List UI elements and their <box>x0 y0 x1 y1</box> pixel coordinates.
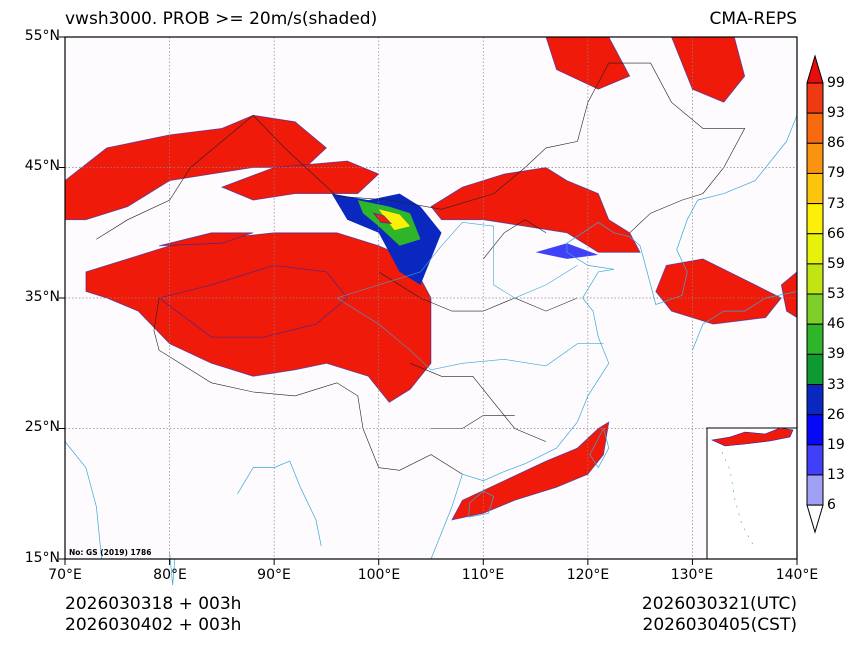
colorbar-segment <box>806 172 824 205</box>
axis-ticks <box>59 36 798 565</box>
colorbar-label: 99 <box>827 75 845 91</box>
colorbar-segment <box>806 474 824 506</box>
colorbar-segment <box>806 112 824 144</box>
lat-label: 25°N <box>24 419 60 435</box>
graticule <box>65 37 797 559</box>
coastline <box>237 460 322 547</box>
probability-area <box>331 193 442 285</box>
probability-area <box>378 209 411 231</box>
colorbar-label: 53 <box>827 286 845 303</box>
colorbar-segment <box>806 384 824 416</box>
probability-area <box>159 232 254 247</box>
lat-label: 35°N <box>24 289 60 305</box>
lon-label: 70°E <box>48 567 82 583</box>
lon-label: 110°E <box>461 567 505 583</box>
colorbar-segment <box>806 233 824 265</box>
colorbar-label: 39 <box>827 346 845 363</box>
colorbar-label: 6 <box>827 497 836 514</box>
inset-shading <box>710 427 794 549</box>
river <box>336 297 604 371</box>
lat-label: 45°N <box>24 158 60 174</box>
lon-label: 80°E <box>153 567 187 583</box>
probability-area <box>158 264 348 338</box>
colorbar-segment <box>806 444 824 476</box>
valid-time-utc: 2026030321(UTC) <box>641 594 797 614</box>
colorbar-label: 86 <box>827 135 845 152</box>
coastline <box>430 474 463 560</box>
lon-label: 90°E <box>257 567 291 583</box>
colorbar-label: 93 <box>827 105 845 122</box>
lon-label: 120°E <box>566 567 610 583</box>
coastline <box>589 428 610 469</box>
coastline <box>462 115 798 482</box>
colorbar-label: 46 <box>827 316 845 333</box>
colorbar-segment <box>806 263 824 295</box>
lat-label: 55°N <box>24 28 60 44</box>
colorbar-segment <box>806 203 824 235</box>
plot-title: vwsh3000. PROB >= 20m/s(shaded) <box>65 9 378 29</box>
lon-label: 140°E <box>775 567 819 583</box>
colorbar-segment <box>806 353 824 386</box>
coastlines-and-borders <box>64 62 798 586</box>
colorbar <box>806 54 824 534</box>
coastline <box>64 441 102 560</box>
map-approval-number: No: GS (2019) 1786 <box>69 548 152 557</box>
inset-probability-area <box>710 427 794 447</box>
south-china-sea-inset <box>706 427 798 560</box>
valid-time-cst: 2026030405(CST) <box>642 615 797 635</box>
coastline <box>468 490 495 518</box>
colorbar-segment <box>806 414 824 446</box>
colorbar-under-triangle <box>806 504 824 534</box>
probability-area <box>220 160 380 201</box>
lon-label: 130°E <box>670 567 714 583</box>
colorbar-label: 26 <box>827 406 845 423</box>
init-time-cst: 2026030402 + 003h <box>65 615 242 635</box>
colorbar-label: 73 <box>827 195 845 212</box>
border-line <box>409 363 547 442</box>
colorbar-segment <box>806 142 824 174</box>
river <box>336 221 578 299</box>
colorbar-segment <box>806 323 824 355</box>
coastline <box>692 291 798 351</box>
colorbar-label: 79 <box>827 165 845 182</box>
colorbar-label: 19 <box>827 436 845 453</box>
lon-label: 100°E <box>357 567 401 583</box>
coastline <box>169 552 176 586</box>
colorbar-label: 13 <box>827 466 845 483</box>
colorbar-label: 59 <box>827 255 845 272</box>
colorbar-label: 66 <box>827 225 845 242</box>
lat-label: 15°N <box>24 550 60 566</box>
colorbar-segment <box>806 293 824 325</box>
border-line <box>153 297 463 475</box>
model-name: CMA-REPS <box>709 9 797 29</box>
init-time-utc: 2026030318 + 003h <box>65 594 242 614</box>
colorbar-segment <box>806 82 824 114</box>
colorbar-over-triangle <box>806 54 824 84</box>
colorbar-label: 33 <box>827 376 845 393</box>
